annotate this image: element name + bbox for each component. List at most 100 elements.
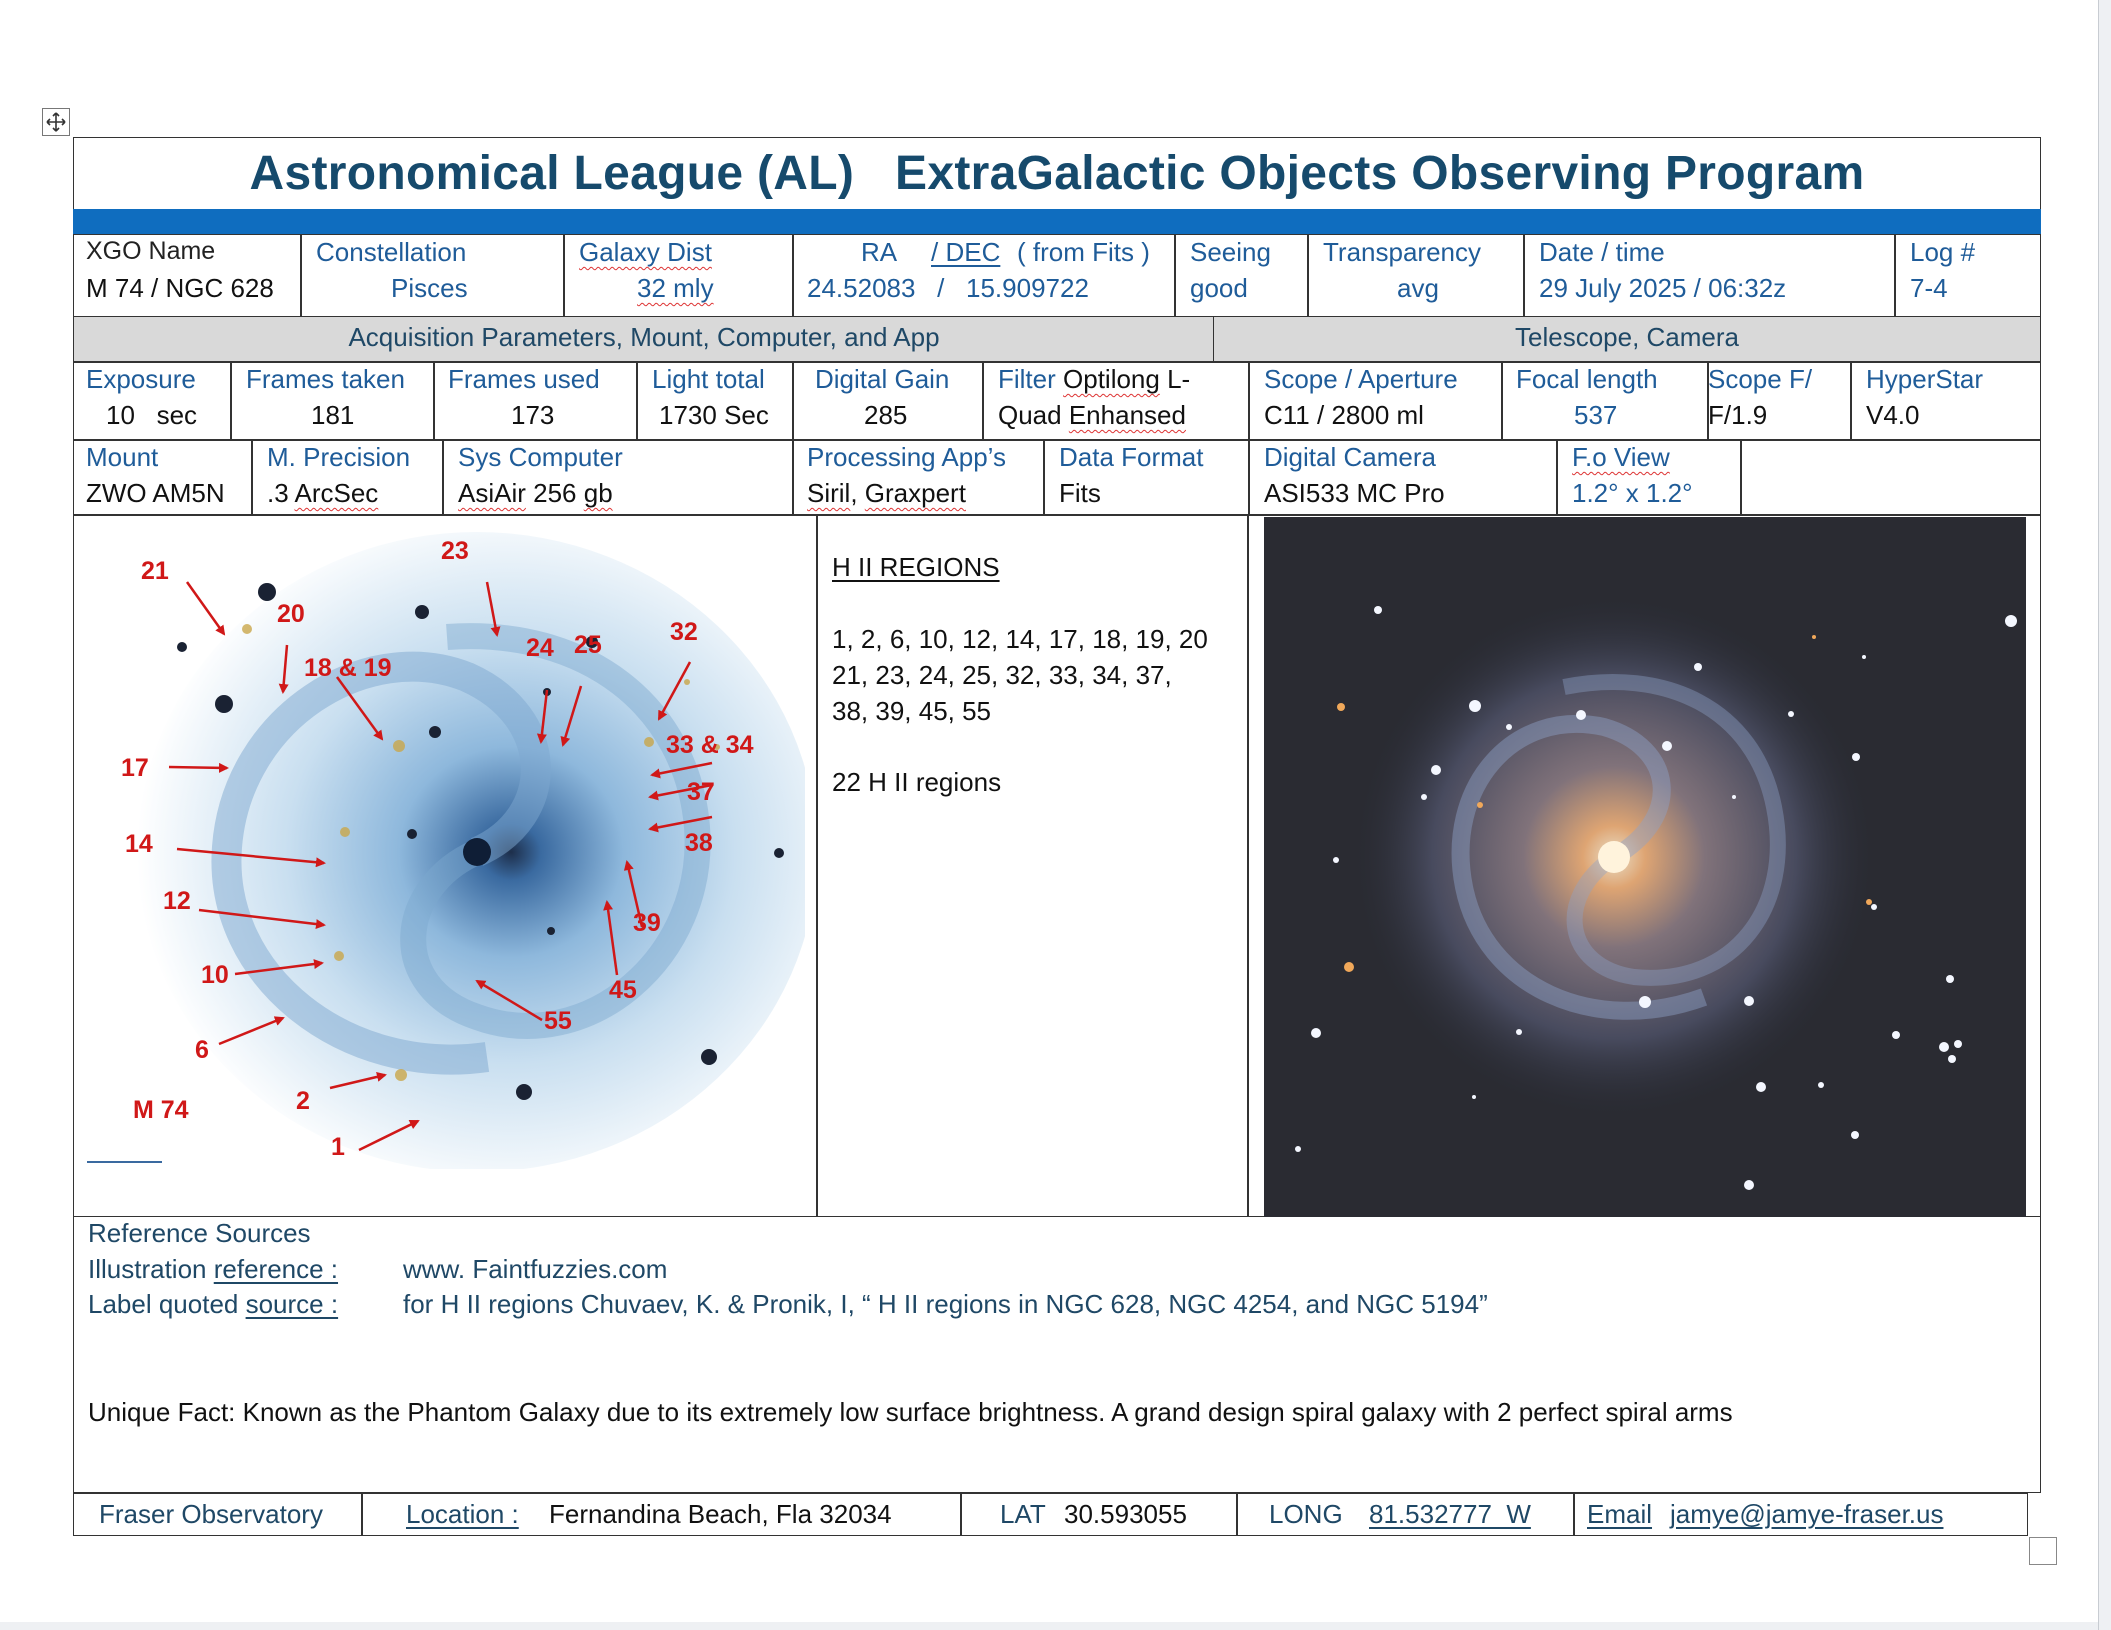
sys-computer-name[interactable]: AsiAir — [458, 478, 526, 508]
frames-used-value[interactable]: 173 — [511, 400, 555, 430]
unique-fact: Unique Fact: Known as the Phantom Galaxy… — [88, 1397, 1733, 1427]
frames-used-label: Frames used — [448, 364, 600, 394]
transparency-label: Transparency — [1323, 237, 1481, 267]
processing-sep: , — [850, 478, 865, 508]
galaxy-dist-value[interactable]: 32 mly — [637, 273, 714, 303]
annotation-label-5: 25 — [574, 631, 602, 659]
filter-type-c[interactable]: Enhansed — [1068, 400, 1186, 430]
annotation-label-13: 39 — [633, 909, 661, 937]
ra-dec-cell: RA / DEC ( from Fits ) 24.52083 / 15.909… — [792, 234, 1176, 318]
location-value[interactable]: Fernandina Beach, Fla 32034 — [549, 1499, 892, 1529]
illustration-ref-value[interactable]: www. Faintfuzzies.com — [403, 1254, 668, 1284]
precision-label: M. Precision — [267, 442, 411, 472]
footer-email-cell: Email jamye@jamye-fraser.us — [1573, 1493, 2028, 1536]
precision-number[interactable]: .3 — [267, 478, 295, 508]
annotation-label-18: M 74 — [133, 1096, 189, 1124]
transparency-value[interactable]: avg — [1397, 273, 1439, 303]
window-scroll-edge — [2098, 0, 2111, 1630]
scope-aperture-value[interactable]: C11 / 2800 ml — [1264, 400, 1424, 430]
precision-value-line[interactable]: .3 ArcSec — [267, 478, 378, 509]
sys-computer-size[interactable]: 256 — [525, 478, 584, 508]
processing-value-line[interactable]: Siril, Graxpert — [807, 478, 966, 509]
window-bottom-edge — [0, 1622, 2098, 1630]
annotation-label-17: 6 — [195, 1036, 209, 1064]
constellation-label: Constellation — [316, 237, 467, 267]
scope-f-value[interactable]: F/1.9 — [1708, 400, 1768, 430]
scope-f-label: Scope F/ — [1708, 364, 1813, 394]
focal-length-cell: Focal length 537 — [1501, 361, 1709, 441]
hii-heading: H II REGIONS — [832, 552, 1000, 582]
digital-camera-label: Digital Camera — [1264, 442, 1436, 472]
hii-line-2: 21, 23, 24, 25, 32, 33, 34, 37, — [832, 660, 1172, 690]
ra-dec-value[interactable]: 24.52083 / 15.909722 — [807, 273, 1089, 303]
xgo-name-cell: XGO Name M 74 / NGC 628 — [73, 234, 302, 318]
long-value[interactable]: 81.532777 W — [1369, 1499, 1531, 1529]
hii-regions-cell: H II REGIONS 1, 2, 6, 10, 12, 14, 17, 18… — [816, 514, 1249, 1217]
mount-value[interactable]: ZWO AM5N — [86, 478, 225, 508]
processing-app-2[interactable]: Graxpert — [864, 478, 966, 508]
annotation-label-20: 1 — [331, 1133, 345, 1161]
digital-gain-cell: Digital Gain 285 — [792, 361, 984, 441]
data-format-value[interactable]: Fits — [1059, 478, 1101, 508]
digital-gain-value[interactable]: 285 — [864, 400, 908, 430]
constellation-value[interactable]: Pisces — [391, 273, 468, 303]
seeing-value[interactable]: good — [1190, 273, 1248, 303]
sys-computer-unit[interactable]: gb — [583, 478, 613, 508]
exposure-label: Exposure — [86, 364, 196, 394]
xgo-name-value[interactable]: M 74 / NGC 628 — [86, 273, 274, 303]
digital-gain-label: Digital Gain — [815, 364, 950, 394]
fov-value[interactable]: 1.2° x 1.2° — [1572, 478, 1693, 508]
illustration-ref-label: Illustration reference : — [88, 1254, 339, 1284]
precision-unit[interactable]: ArcSec — [294, 478, 379, 508]
table-move-handle-icon[interactable] — [42, 108, 70, 136]
filter-cell: Filter Optilong L- Quad Enhansed — [982, 361, 1250, 441]
annotation-label-2: 23 — [441, 537, 469, 565]
sys-computer-value-line[interactable]: AsiAir 256 gb — [458, 478, 613, 509]
dec-label: / DEC — [931, 237, 1001, 267]
filter-brand[interactable]: Optilong — [1063, 364, 1160, 394]
mount-cell: Mount ZWO AM5N — [73, 439, 253, 516]
ra-label: RA — [861, 237, 898, 267]
hyperstar-label: HyperStar — [1866, 364, 1984, 394]
annotation-label-7: 33 & 34 — [666, 731, 754, 759]
processing-app-1[interactable]: Siril — [807, 478, 851, 508]
acquisition-header-text: Acquisition Parameters, Mount, Computer,… — [348, 322, 940, 352]
exposure-cell: Exposure 10 sec — [73, 361, 232, 441]
xgo-name-label: XGO Name — [86, 237, 216, 265]
lat-value[interactable]: 30.593055 — [1064, 1499, 1187, 1529]
frames-taken-cell: Frames taken 181 — [230, 361, 435, 441]
datetime-value[interactable]: 29 July 2025 / 06:32z — [1539, 273, 1787, 303]
light-total-label: Light total — [652, 364, 765, 394]
spiral-arm-2 — [400, 623, 711, 1039]
data-format-label: Data Format — [1059, 442, 1204, 472]
light-total-cell: Light total 1730 Sec — [636, 361, 794, 441]
fits-source-label: ( from Fits ) — [1017, 237, 1150, 267]
scope-aperture-cell: Scope / Aperture C11 / 2800 ml — [1248, 361, 1503, 441]
log-value[interactable]: 7-4 — [1910, 273, 1948, 303]
hyperstar-value[interactable]: V4.0 — [1866, 400, 1920, 430]
annotation-label-3: 18 & 19 — [304, 654, 392, 682]
email-value[interactable]: jamye@jamye-fraser.us — [1670, 1499, 1944, 1529]
light-total-value[interactable]: 1730 Sec — [659, 400, 769, 430]
focal-length-value[interactable]: 537 — [1574, 400, 1618, 430]
illustration-cell: 21 20 23 18 & 19 24 25 32 33 & 34 17 37 … — [73, 514, 818, 1217]
annotation-label-14: 10 — [201, 961, 229, 989]
filter-type-b[interactable]: Quad — [998, 400, 1062, 430]
table-end-marker — [2029, 1537, 2057, 1565]
datetime-label: Date / time — [1539, 237, 1665, 267]
filter-value-line[interactable]: Quad Enhansed — [998, 400, 1186, 431]
label-source-label: Label quoted source : — [88, 1289, 339, 1319]
frames-taken-value[interactable]: 181 — [311, 400, 355, 430]
annotation-label-16: 55 — [544, 1007, 572, 1035]
footer-location-cell: Location : Fernandina Beach, Fla 32034 — [361, 1493, 962, 1536]
lat-label: LAT — [1000, 1499, 1046, 1529]
filter-type-a[interactable]: L- — [1159, 364, 1191, 394]
acquisition-section-header: Acquisition Parameters, Mount, Computer,… — [73, 316, 1215, 363]
footer-long-cell: LONG 81.532777 W — [1236, 1493, 1575, 1536]
exposure-value[interactable]: 10 sec — [106, 400, 198, 430]
annotated-galaxy-illustration: 21 20 23 18 & 19 24 25 32 33 & 34 17 37 … — [87, 517, 805, 1169]
photo-orange-stars — [1337, 635, 1872, 972]
galaxy-core — [463, 838, 491, 866]
precision-cell: M. Precision .3 ArcSec — [251, 439, 444, 516]
digital-camera-value[interactable]: ASI533 MC Pro — [1264, 478, 1445, 508]
